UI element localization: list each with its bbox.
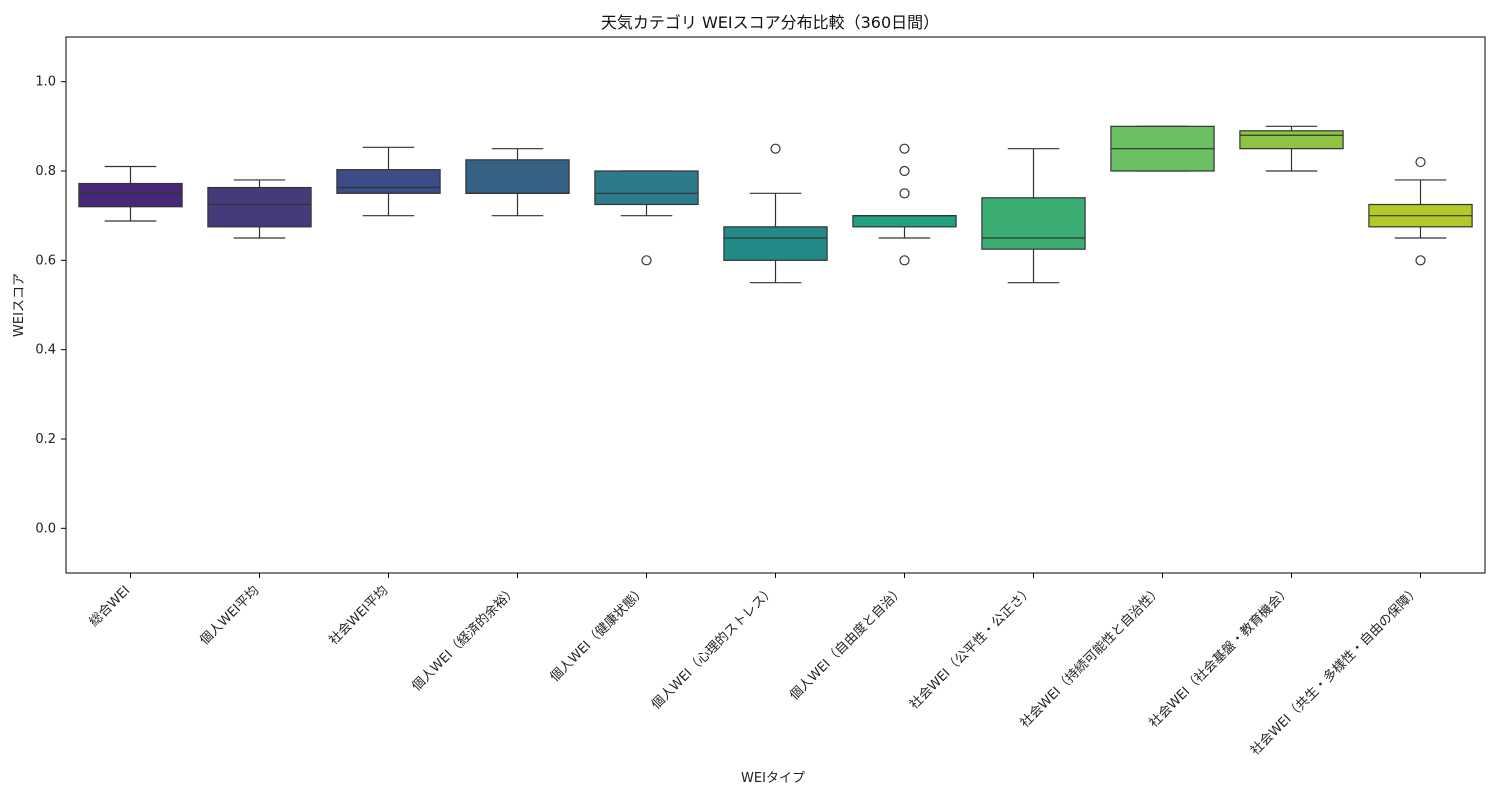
x-tick-label: 総合WEI [87,583,134,630]
box-group [1368,156,1473,266]
box-iqr [594,170,699,206]
outlier-point [899,255,910,266]
x-tick-label: 社会WEI（公平性・公正さ） [906,583,1036,713]
box-iqr [723,226,828,261]
box-group [1110,125,1215,172]
outlier-point [899,143,910,154]
box-iqr [78,182,183,208]
plot-frame [65,36,1486,574]
x-tick-label: 個人WEI（健康状態） [547,583,649,685]
y-tick-label: 0.6 [35,253,56,268]
x-tick-label: 個人WEI平均 [197,583,262,648]
y-axis-label: WEIスコア [12,273,27,337]
box-group [336,146,441,217]
x-axis: 総合WEI 個人WEI平均 社会WEI平均 個人WEI（経済的余裕） 個人WEI（健康状… [87,573,1423,759]
y-axis: 0.0 0.2 0.4 0.6 0.8 1.0 [35,75,66,536]
box-iqr [207,186,312,228]
box-group [465,148,570,217]
outlier-point [770,143,781,154]
y-tick-label: 0.0 [35,521,56,536]
y-tick-label: 0.8 [35,164,56,179]
box-group [981,148,1086,284]
box-group [594,170,699,266]
box-iqr [852,215,957,228]
box-iqr [465,159,570,194]
outlier-point [899,165,910,177]
box-group [207,179,312,239]
box-iqr [981,197,1086,250]
outlier-point [641,255,652,266]
chart-title: 天気カテゴリ WEIスコア分布比較（360日間） [601,13,939,32]
x-tick-label: 個人WEI（経済的余裕） [409,583,521,695]
outlier-point [1415,156,1426,168]
y-tick-label: 0.4 [35,343,56,358]
x-tick-label: 社会WEI平均 [326,583,392,649]
y-tick-label: 1.0 [35,75,56,90]
x-axis-label: WEIタイプ [741,771,805,786]
box-group [852,143,957,266]
x-tick-label: 社会WEI（社会基盤・教育機会） [1146,583,1294,731]
box-iqr [1239,130,1344,150]
x-tick-label: 個人WEI（自由度と自治） [786,583,907,704]
box-group [78,165,183,222]
box-group [723,143,828,284]
plot-area [78,125,1473,284]
outlier-point [1415,255,1426,266]
y-tick-label: 0.2 [35,432,56,447]
x-tick-label: 社会WEI（持続可能性と自治性） [1017,583,1165,731]
outlier-point [899,188,910,199]
x-tick-label: 個人WEI（心理的ストレス） [648,583,778,713]
box-group [1239,125,1344,172]
box-iqr [336,169,441,194]
